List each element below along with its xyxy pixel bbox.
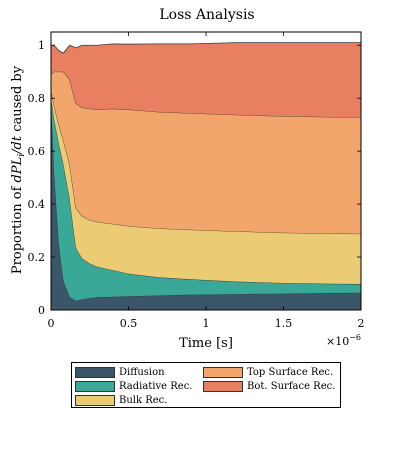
x-axis: 0 0.5 1 1.5 2	[48, 32, 365, 330]
y-axis: 0 0.2 0.4 0.6 0.8 1	[28, 39, 361, 317]
y-tick-label: 0	[38, 304, 45, 317]
area-bulk-rec	[51, 90, 361, 285]
legend-item-bot-surface: Bot. Surface Rec.	[203, 379, 335, 393]
area-radiative-rec	[51, 98, 361, 301]
legend-swatch-radiative	[75, 380, 115, 392]
x-multiplier-exponent: −6	[349, 333, 361, 342]
y-tick-label: 0.4	[28, 198, 46, 211]
legend-item-diffusion: Diffusion	[75, 365, 165, 379]
chart-legend: Diffusion Radiative Rec. Bulk Rec. Top S…	[71, 362, 341, 408]
legend-label-top-surface: Top Surface Rec.	[247, 366, 334, 378]
legend-label-bot-surface: Bot. Surface Rec.	[247, 380, 336, 392]
x-multiplier-base: ×10	[326, 335, 349, 348]
x-axis-multiplier: ×10−6	[326, 333, 361, 348]
x-axis-label: Time [s]	[179, 336, 233, 351]
y-tick-label: 0.6	[28, 145, 46, 158]
legend-item-bulk: Bulk Rec.	[75, 393, 167, 407]
y-tick-label: 0.8	[28, 92, 46, 105]
x-tick-label: 0	[48, 317, 55, 330]
legend-swatch-top-surface	[203, 366, 243, 378]
y-tick-label: 1	[38, 39, 45, 52]
plot-area	[50, 42, 362, 310]
legend-swatch-bot-surface	[203, 380, 243, 392]
x-tick-label: 2	[358, 317, 365, 330]
x-tick-label: 1.5	[275, 317, 293, 330]
area-bot-surface-rec	[51, 42, 361, 118]
legend-item-radiative: Radiative Rec.	[75, 379, 192, 393]
legend-label-diffusion: Diffusion	[119, 366, 165, 378]
y-axis-label: Proportion of dPLi/dt caused by	[10, 65, 27, 274]
boundary-line-5	[51, 42, 361, 54]
chart-title: Loss Analysis	[159, 7, 254, 23]
x-tick-label: 1	[203, 317, 210, 330]
legend-label-bulk: Bulk Rec.	[119, 394, 168, 406]
area-top-surface-rec	[51, 71, 361, 234]
legend-item-top-surface: Top Surface Rec.	[203, 365, 333, 379]
legend-swatch-bulk	[75, 394, 115, 406]
y-tick-label: 0.2	[28, 251, 46, 264]
legend-swatch-diffusion	[75, 366, 115, 378]
legend-label-radiative: Radiative Rec.	[119, 380, 193, 392]
x-tick-label: 0.5	[120, 317, 138, 330]
